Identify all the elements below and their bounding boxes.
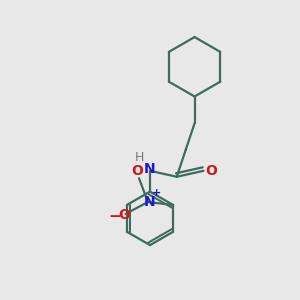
Text: N: N xyxy=(144,162,156,176)
Text: O: O xyxy=(118,208,130,222)
Text: +: + xyxy=(152,188,161,198)
Text: O: O xyxy=(132,164,143,178)
Text: −: − xyxy=(109,209,122,224)
Text: N: N xyxy=(144,195,155,209)
Text: H: H xyxy=(135,151,144,164)
Text: O: O xyxy=(205,164,217,178)
